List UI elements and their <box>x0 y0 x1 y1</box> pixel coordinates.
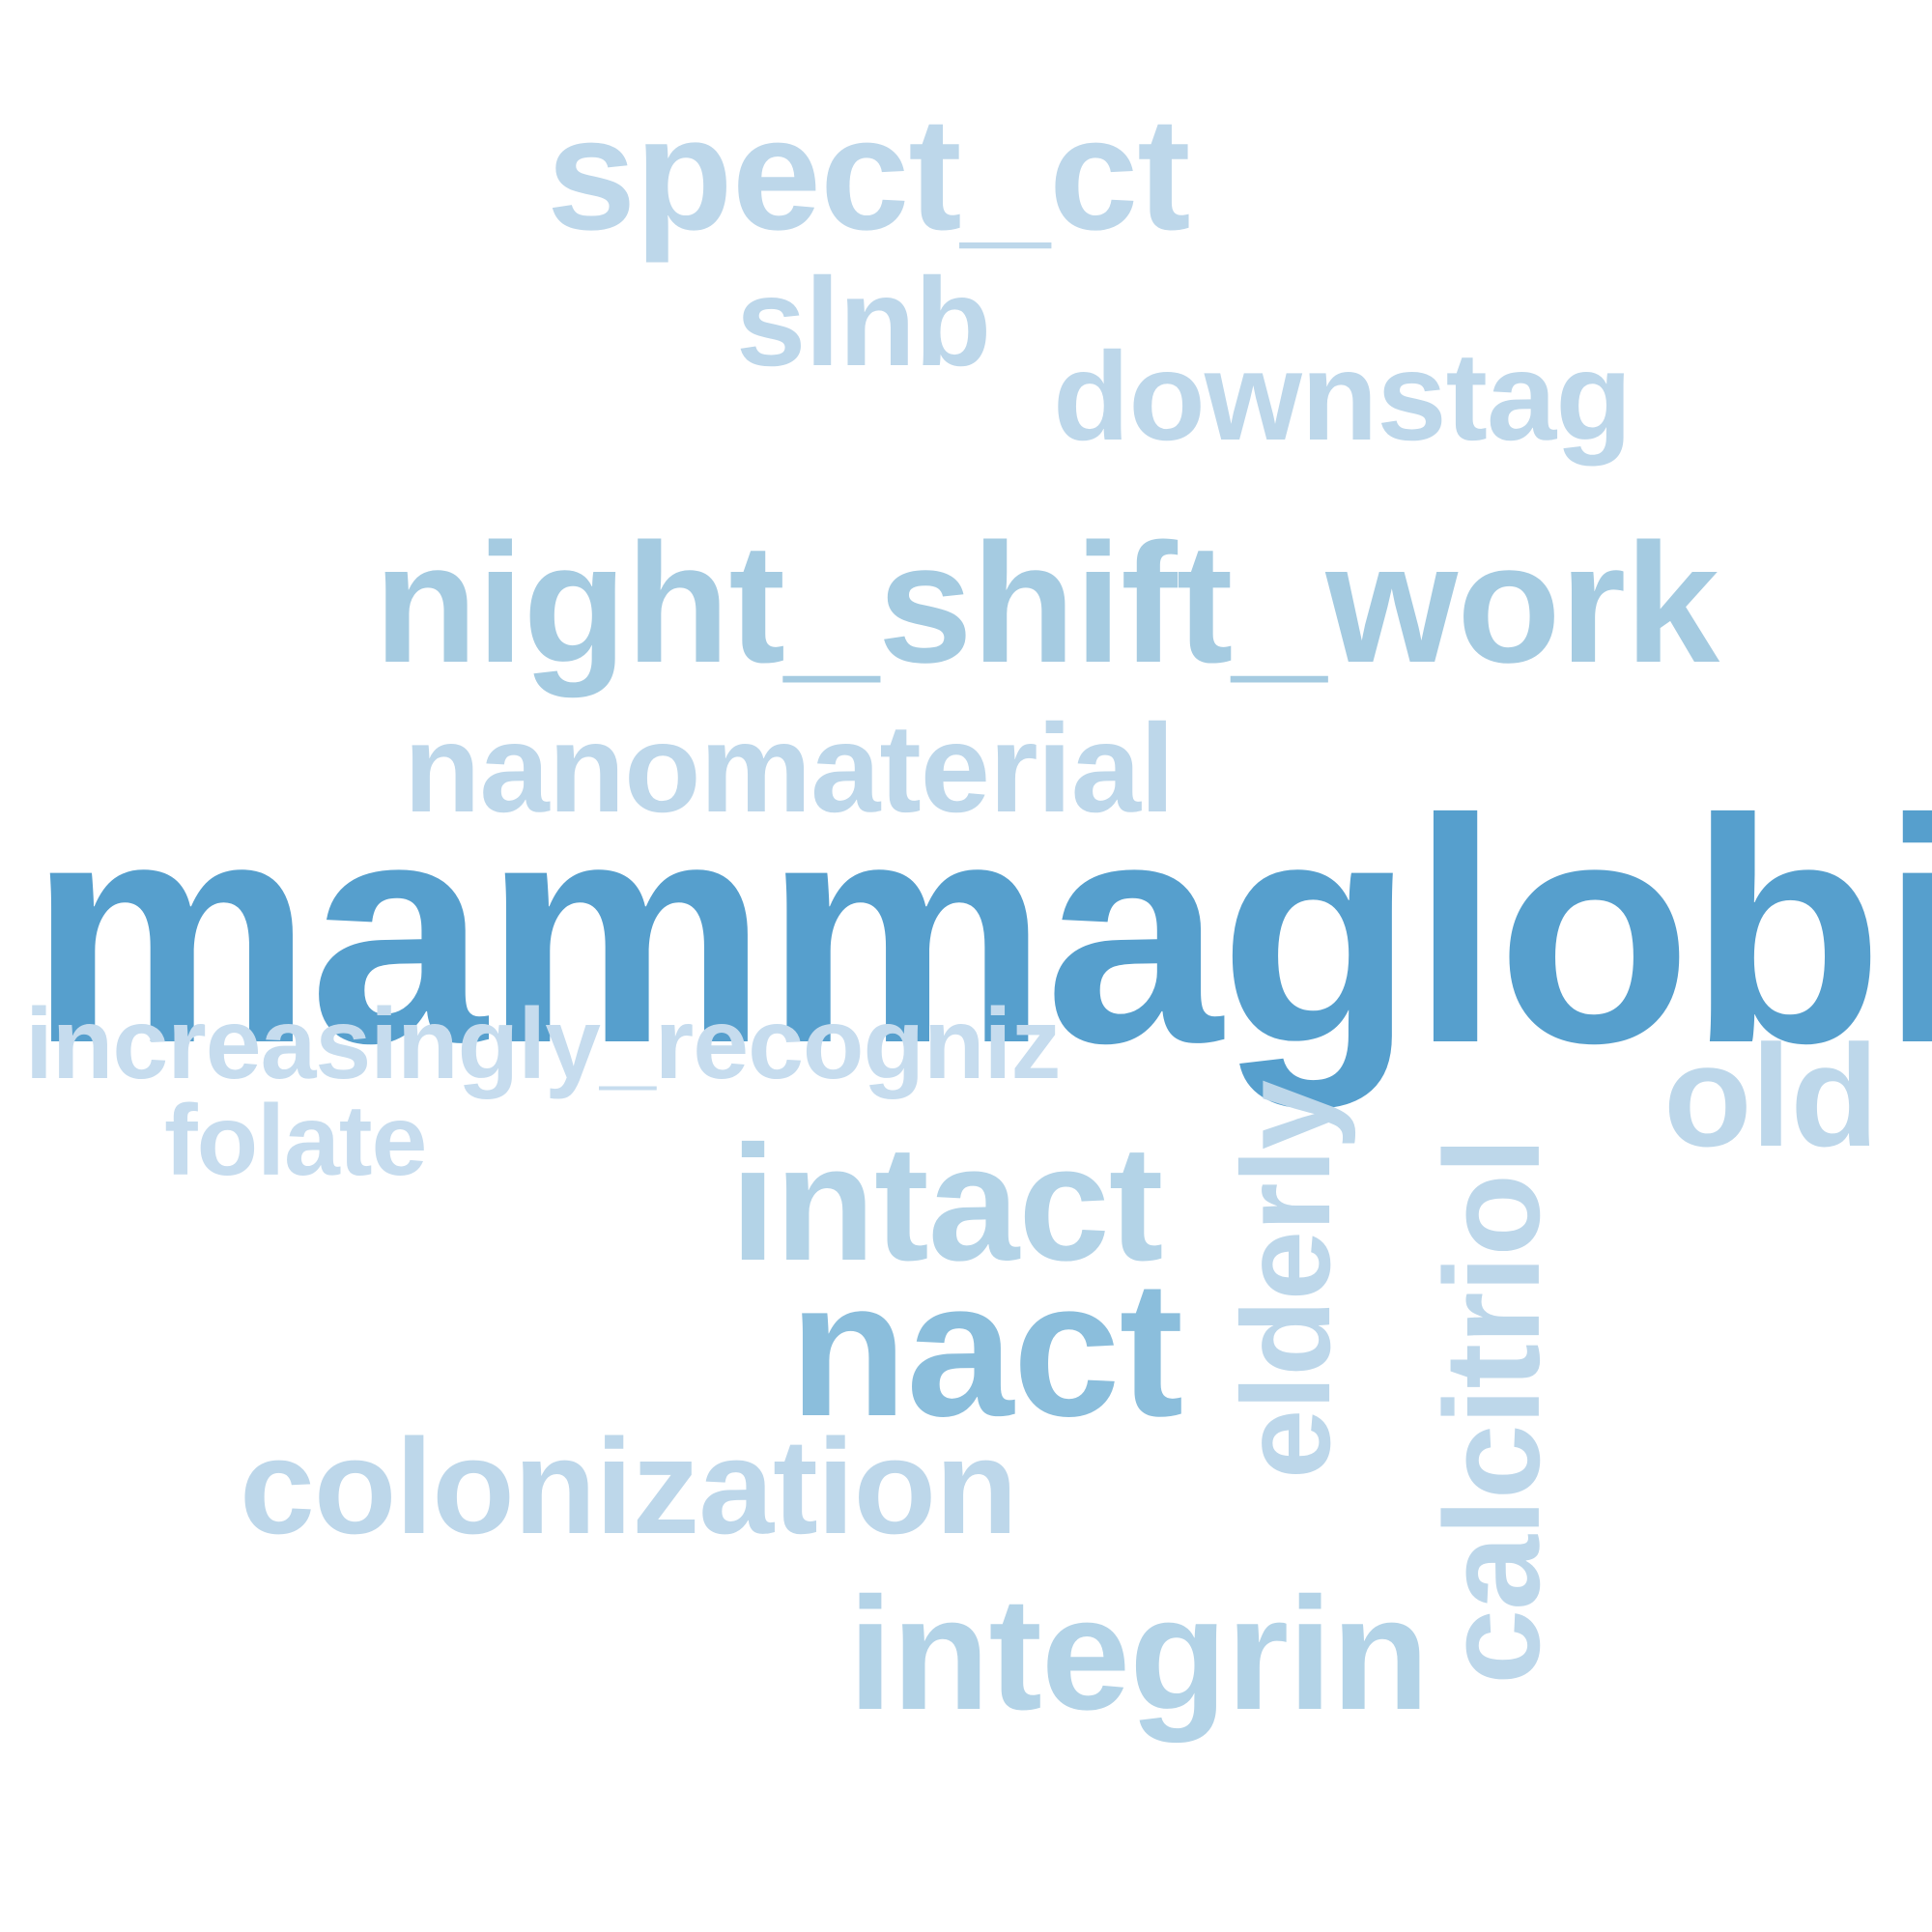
word-increasingly-recogniz: increasingly_recogniz <box>25 988 1061 1100</box>
word-slnb: slnb <box>736 251 991 392</box>
word-integrin: integrin <box>848 1565 1430 1744</box>
word-downstag: downstag <box>1053 326 1633 467</box>
word-elderly: elderly <box>1215 1080 1357 1480</box>
word-spect-ct: spect_ct <box>547 85 1191 264</box>
word-intact: intact <box>730 1112 1163 1295</box>
word-night-shift-work: night_shift_work <box>374 509 1719 698</box>
word-nanomaterial: nanomaterial <box>404 697 1175 838</box>
word-old: old <box>1663 1014 1879 1177</box>
word-nact: nact <box>789 1241 1183 1457</box>
word-calcitriol: calcitriol <box>1415 1138 1568 1685</box>
word-colonization: colonization <box>240 1410 1018 1562</box>
word-folate: folate <box>164 1085 427 1197</box>
